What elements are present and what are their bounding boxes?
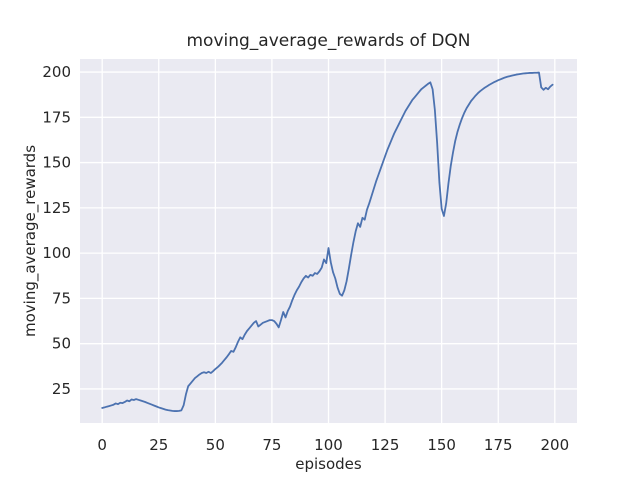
y-tick-label: 50 [52,335,71,353]
y-tick-label: 150 [42,154,71,172]
x-axis-label: episodes [295,455,362,473]
x-tick-label: 50 [206,436,225,454]
x-tick-label: 25 [149,436,168,454]
x-tick-label: 200 [541,436,570,454]
x-tick-label: 150 [427,436,456,454]
y-tick-label: 125 [42,199,71,217]
y-tick-label: 75 [52,289,71,307]
y-axis-label: moving_average_rewards [21,145,40,337]
chart-title: moving_average_rewards of DQN [186,31,470,51]
x-tick-label: 175 [484,436,513,454]
y-tick-label: 200 [42,63,71,81]
x-tick-label: 0 [97,436,107,454]
series-line [101,71,554,412]
x-tick-label: 75 [262,436,281,454]
y-tick-label: 100 [42,244,71,262]
x-tick-label: 125 [371,436,400,454]
x-tick-label: 100 [314,436,343,454]
y-tick-label: 25 [52,380,71,398]
y-tick-label: 175 [42,108,71,126]
